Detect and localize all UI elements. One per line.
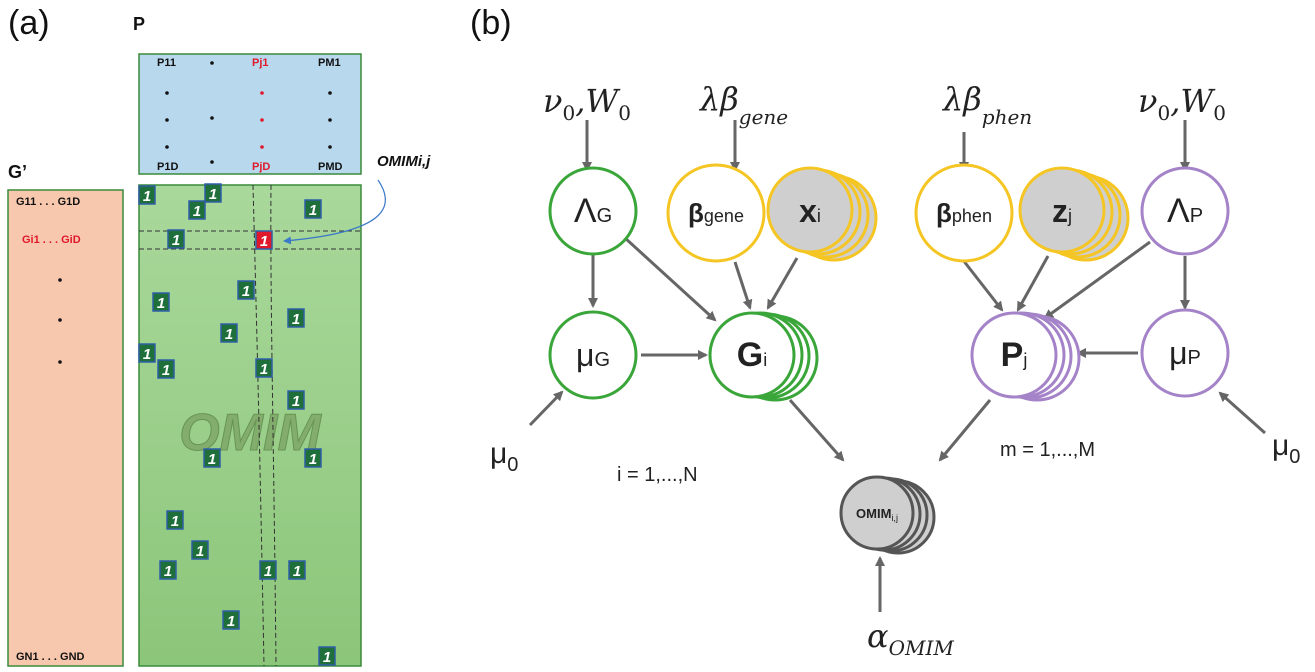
p-bot-right: PMD: [318, 161, 343, 173]
omim-one-cell: [255, 358, 273, 378]
node-beta-gene-label: βgene: [688, 198, 744, 228]
p-top-left: P11: [157, 57, 176, 69]
g-row-n: GN1 . . . GND: [16, 651, 85, 663]
node-g-i-label: Gi: [737, 336, 767, 374]
node-beta-gene: [666, 163, 766, 263]
g-matrix-label: G’: [8, 162, 27, 182]
omim-one-cell: [204, 183, 222, 203]
p-top-mid: Pj1: [252, 57, 269, 69]
panel-a-label: (a): [8, 4, 50, 42]
p-matrix: P11 Pj1 PM1 P1D PjD PMD: [138, 53, 362, 175]
panel-b-label: (b): [470, 4, 512, 42]
omim-one-value: 1: [309, 202, 317, 219]
node-p-j-label: Pj: [1001, 336, 1028, 374]
prior-lambda-gene: λβgene: [698, 80, 788, 129]
omim-one-cell: [304, 199, 322, 219]
node-lambda-g: [548, 166, 638, 256]
omim-one-cell: [259, 560, 277, 580]
prior-nu-w-left: ν0,W0: [543, 82, 631, 125]
omim-one-value: 1: [143, 346, 151, 363]
omim-one-value: 1: [264, 563, 272, 580]
plate-m-range: m = 1,...,M: [1000, 439, 1095, 461]
omim-one-value: 1: [171, 513, 179, 530]
node-beta-phen: [914, 163, 1014, 263]
omim-one-value: 1: [225, 326, 233, 343]
omim-one-cell: [138, 185, 156, 205]
g-row-1: G11 . . . G1D: [16, 196, 80, 208]
node-z-j-stack: [1018, 166, 1130, 262]
omim-one-value: 1: [157, 295, 165, 312]
omim-one-cell: [188, 200, 206, 220]
prior-alpha: αOMIM: [867, 617, 954, 660]
omim-watermark: OMIM: [179, 404, 322, 462]
prior-mu0-left: μ0: [490, 437, 518, 476]
omim-one-cell: [166, 510, 184, 530]
omim-one-cell: [167, 229, 185, 249]
node-mu-p: [1140, 308, 1230, 398]
omim-one-value: 1: [292, 393, 300, 410]
omim-one-value: 1: [162, 362, 170, 379]
omim-one-cell: [287, 308, 305, 328]
omim-one-value: 1: [227, 613, 235, 630]
prior-lambda-phen: λβphen: [941, 80, 1032, 129]
omim-one-value: 1: [260, 361, 268, 378]
omim-highlight-cell: [255, 230, 273, 250]
omim-pointer-arrow: [283, 179, 386, 245]
p-bot-left: P1D: [157, 161, 178, 173]
node-beta-phen-label: βphen: [936, 198, 992, 228]
omim-one-cell: [288, 560, 306, 580]
node-z-j-label: zj: [1052, 193, 1072, 229]
p-bot-mid: PjD: [252, 161, 270, 173]
omim-one-value: 1: [309, 451, 317, 468]
edges: [528, 120, 1266, 612]
omim-one-cell: [220, 323, 238, 343]
node-mu-g: [548, 310, 638, 400]
p-matrix-dots: [165, 61, 332, 164]
omim-one-value: 1: [323, 649, 331, 666]
omim-one-value: 1: [209, 186, 217, 203]
omim-one-cell: [304, 448, 322, 468]
plate-i-range: i = 1,...,N: [617, 464, 698, 486]
omim-one-cell: [138, 343, 156, 363]
omim-highlight-value: 1: [260, 233, 268, 250]
omim-one-cell: [318, 646, 336, 666]
omim-one-value: 1: [242, 283, 250, 300]
omim-one-cell: [237, 280, 255, 300]
p-matrix-label: P: [133, 14, 145, 34]
omim-one-cell: [222, 610, 240, 630]
g-row-i: Gi1 . . . GiD: [22, 234, 81, 246]
omim-one-value: 1: [164, 563, 172, 580]
p-top-right: PM1: [318, 57, 341, 69]
omim-one-value: 1: [292, 311, 300, 328]
omim-one-value: 1: [293, 563, 301, 580]
prior-mu0-right: μ0: [1272, 429, 1300, 468]
node-omim-label: OMIMi,j: [856, 506, 898, 523]
omim-one-cell: [191, 540, 209, 560]
node-x-i-label: xi: [799, 193, 821, 229]
omim-one-cell: [203, 448, 221, 468]
omim-one-cell: [287, 390, 305, 410]
omim-one-value: 1: [208, 451, 216, 468]
omim-one-cell: [159, 560, 177, 580]
node-g-i-stack: [708, 311, 819, 402]
omim-one-value: 1: [143, 188, 151, 205]
omim-pointer-label: OMIMi,j: [377, 153, 431, 170]
node-lambda-p-label: ΛP: [1167, 192, 1203, 230]
omim-one-value: 1: [172, 232, 180, 249]
omim-one-cell: [157, 359, 175, 379]
node-p-j-stack: [970, 311, 1081, 402]
node-omim-stack: [839, 475, 936, 555]
omim-one-value: 1: [193, 203, 201, 220]
g-matrix: G11 . . . G1D Gi1 . . . GiD GN1 . . . GN…: [7, 189, 124, 667]
omim-one-cell: [152, 292, 170, 312]
prior-nu-w-right: ν0,W0: [1138, 82, 1226, 125]
node-x-i-stack: [766, 166, 878, 262]
omim-one-value: 1: [196, 543, 204, 560]
node-lambda-p: [1140, 166, 1230, 256]
